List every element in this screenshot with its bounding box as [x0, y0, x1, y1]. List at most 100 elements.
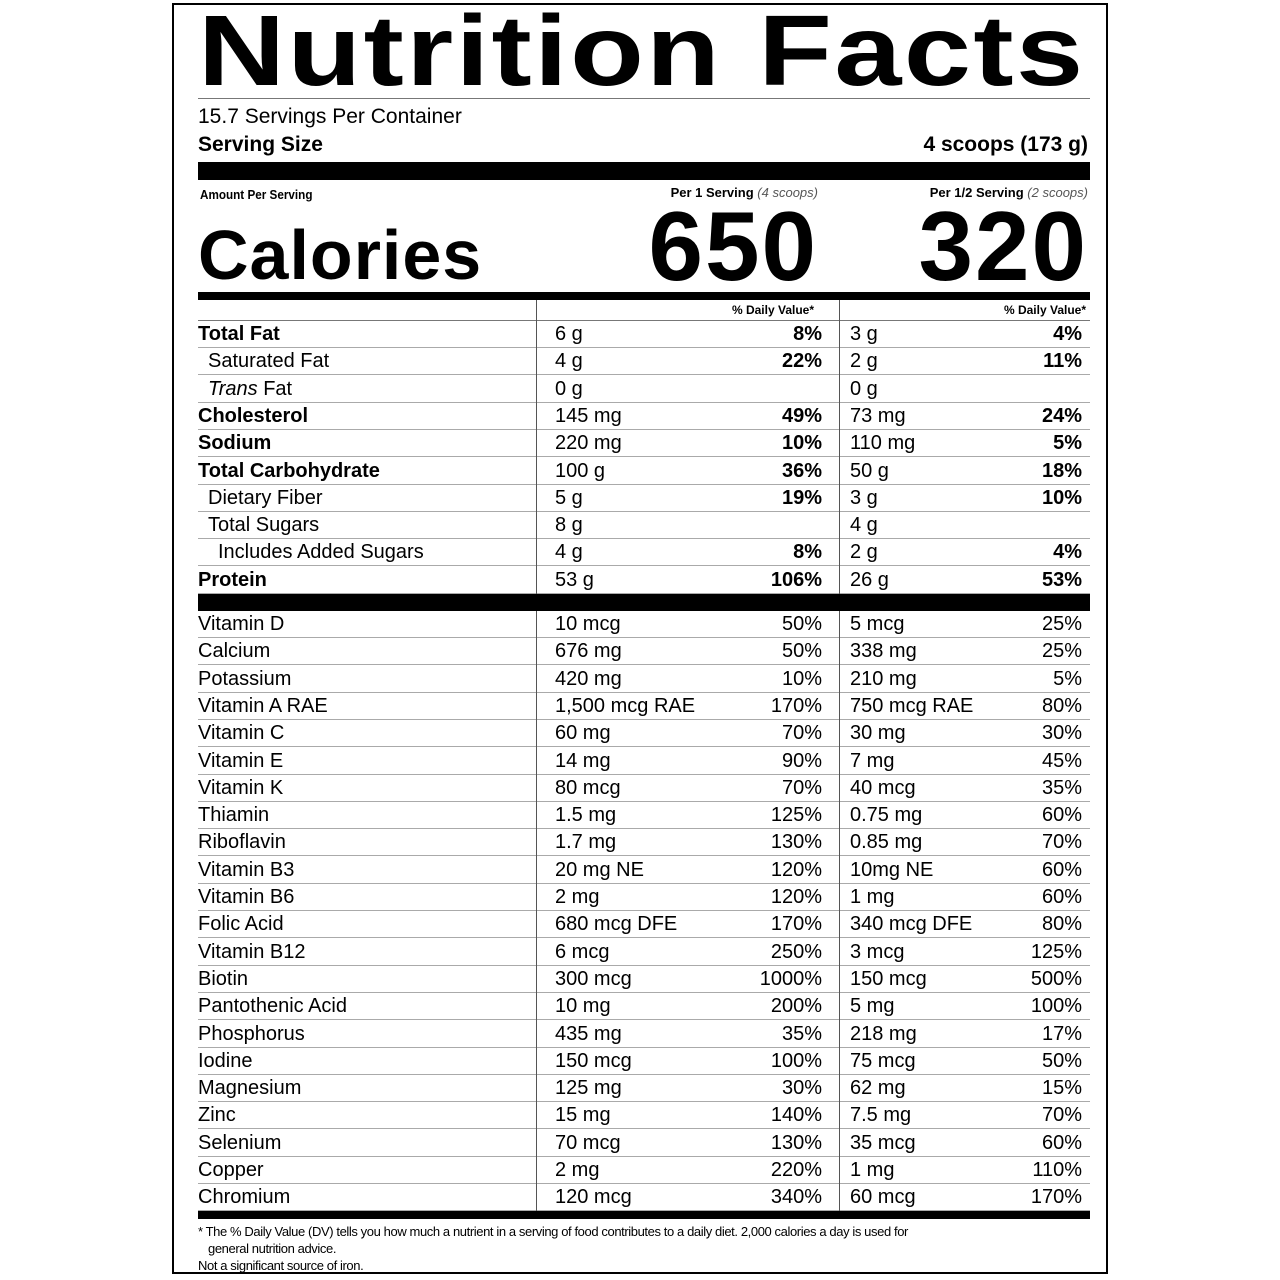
daily-value-percent: 49% — [781, 404, 822, 427]
daily-value-percent: 30% — [1041, 722, 1082, 745]
amount-half-serving-value: 60 mcg — [850, 1186, 916, 1209]
nutrient-name: Zinc — [198, 1104, 236, 1127]
nutrient-name: Total Carbohydrate — [198, 459, 380, 482]
daily-value-percent: 35% — [1041, 776, 1082, 799]
footnote: * The % Daily Value (DV) tells you how m… — [198, 1223, 1088, 1274]
amount-half-serving-value: 7 mg — [850, 749, 895, 772]
column-label: Per 1/2 Serving — [929, 185, 1024, 200]
calories-value-2: 320 — [918, 191, 1088, 301]
column-header-1: Per 1 Serving (4 scoops) — [671, 185, 818, 200]
amount-half-serving-value: 7.5 mg — [850, 1104, 912, 1127]
daily-value-percent: 10% — [781, 432, 822, 455]
daily-value-header-2: % Daily Value* — [1003, 303, 1086, 317]
daily-value-percent: 60% — [1041, 886, 1082, 908]
divider — [198, 98, 1090, 99]
amount-half-serving-value: 30 mg — [850, 722, 906, 745]
amount-per-serving-value: 60 mg — [555, 722, 611, 745]
nutrient-name: Vitamin B6 — [198, 886, 295, 908]
amount-half-serving-value: 210 mg — [850, 667, 917, 690]
label-title: Nutrition Facts — [198, 0, 1086, 107]
daily-value-percent: 170% — [1030, 1186, 1082, 1209]
nutrient-name: Copper — [198, 1159, 264, 1181]
amount-half-serving-value: 3 g — [850, 486, 878, 509]
daily-value-percent: 8% — [793, 541, 822, 564]
daily-value-percent: 50% — [781, 640, 822, 663]
nutrient-row: Iodine 150 mcg 100% 75 mcg 50% — [198, 1048, 1090, 1075]
amount-half-serving-value: 1 mg — [850, 886, 895, 908]
nutrient-row: Vitamin C 60 mg 70% 30 mg 30% — [198, 720, 1090, 748]
nutrient-name: Vitamin B3 — [198, 858, 295, 881]
daily-value-percent: 25% — [1041, 613, 1082, 635]
nutrient-row: Vitamin D 10 mcg 50% 5 mcg 25% — [198, 611, 1090, 638]
amount-per-serving-value: 10 mg — [555, 995, 611, 1018]
amount-per-serving-value: 120 mcg — [555, 1186, 632, 1209]
amount-per-serving-value: 10 mcg — [555, 613, 621, 635]
daily-value-percent: 50% — [781, 613, 822, 635]
daily-value-percent: 53% — [1041, 568, 1082, 591]
amount-half-serving-value: 50 g — [850, 459, 889, 482]
daily-value-percent: 170% — [770, 913, 822, 936]
nutrient-name: Vitamin A RAE — [198, 694, 328, 717]
nutrient-row: Zinc 15 mg 140% 7.5 mg 70% — [198, 1102, 1090, 1130]
nutrient-row: Phosphorus 435 mg 35% 218 mg 17% — [198, 1021, 1090, 1048]
nutrient-name: Iodine — [198, 1049, 253, 1072]
daily-value-percent: 45% — [1041, 749, 1082, 772]
amount-half-serving-value: 0 g — [850, 377, 878, 400]
column-divider — [536, 611, 537, 1212]
column-note: (2 scoops) — [1027, 185, 1088, 200]
amount-half-serving-value: 3 g — [850, 323, 878, 345]
daily-value-percent: 120% — [770, 886, 822, 908]
daily-value-percent: 70% — [781, 776, 822, 799]
column-note: (4 scoops) — [757, 185, 818, 200]
daily-value-percent: 22% — [781, 350, 822, 373]
amount-per-serving-value: 300 mcg — [555, 967, 632, 990]
nutrient-name: Magnesium — [198, 1077, 302, 1100]
daily-value-percent: 19% — [781, 486, 822, 509]
amount-per-serving-value: 150 mcg — [555, 1049, 632, 1072]
amount-per-serving-value: 14 mg — [555, 749, 611, 772]
nutrient-row: Dietary Fiber 5 g 19% 3 g 10% — [198, 485, 1090, 512]
calories-value-1: 650 — [648, 191, 818, 301]
nutrient-row: Total Sugars 8 g 4 g — [198, 512, 1090, 540]
daily-value-percent: 5% — [1053, 432, 1082, 455]
servings-per-container: 15.7 Servings Per Container — [198, 105, 462, 128]
amount-half-serving-value: 62 mg — [850, 1077, 906, 1100]
amount-per-serving-value: 676 mg — [555, 640, 622, 663]
nutrient-name: Trans Fat — [208, 377, 293, 400]
daily-value-percent: 120% — [770, 858, 822, 881]
nutrient-row: Includes Added Sugars 4 g 8% 2 g 4% — [198, 539, 1090, 567]
divider — [198, 320, 1090, 321]
column-divider — [536, 300, 537, 594]
amount-half-serving-value: 218 mg — [850, 1022, 917, 1045]
daily-value-percent: 8% — [793, 323, 822, 345]
column-label: Per 1 Serving — [670, 185, 754, 200]
thick-divider — [198, 292, 1090, 300]
daily-value-percent: 25% — [1041, 640, 1082, 663]
amount-per-serving-value: 8 g — [555, 514, 583, 537]
calories-label: Calories — [198, 216, 483, 294]
nutrient-row: Vitamin K 80 mcg 70% 40 mcg 35% — [198, 775, 1090, 802]
daily-value-percent: 250% — [770, 940, 822, 963]
thick-divider — [198, 162, 1090, 180]
nutrient-name: Phosphorus — [198, 1022, 305, 1045]
amount-per-serving-value: 0 g — [555, 377, 583, 400]
daily-value-percent: 125% — [1030, 940, 1082, 963]
serving-size-label: Serving Size — [198, 133, 323, 156]
amount-per-serving-value: 2 mg — [555, 1159, 600, 1181]
amount-half-serving-value: 340 mcg DFE — [850, 913, 973, 936]
nutrient-row: Vitamin B12 6 mcg 250% 3 mcg 125% — [198, 939, 1090, 966]
daily-value-percent: 130% — [770, 831, 822, 854]
nutrient-name: Vitamin E — [198, 749, 284, 772]
amount-per-serving-value: 6 g — [555, 323, 583, 345]
nutrient-name: Riboflavin — [198, 831, 286, 854]
amount-per-serving-value: 4 g — [555, 350, 583, 373]
nutrient-name: Total Fat — [198, 323, 280, 345]
nutrient-row: Selenium 70 mcg 130% 35 mcg 60% — [198, 1130, 1090, 1157]
amount-half-serving-value: 5 mcg — [850, 613, 905, 635]
nutrient-row: Vitamin B6 2 mg 120% 1 mg 60% — [198, 884, 1090, 911]
daily-value-percent: 60% — [1041, 804, 1082, 827]
nutrient-name: Vitamin C — [198, 722, 285, 745]
daily-value-percent: 60% — [1041, 858, 1082, 881]
nutrient-row: Magnesium 125 mg 30% 62 mg 15% — [198, 1075, 1090, 1103]
daily-value-percent: 4% — [1053, 541, 1082, 564]
